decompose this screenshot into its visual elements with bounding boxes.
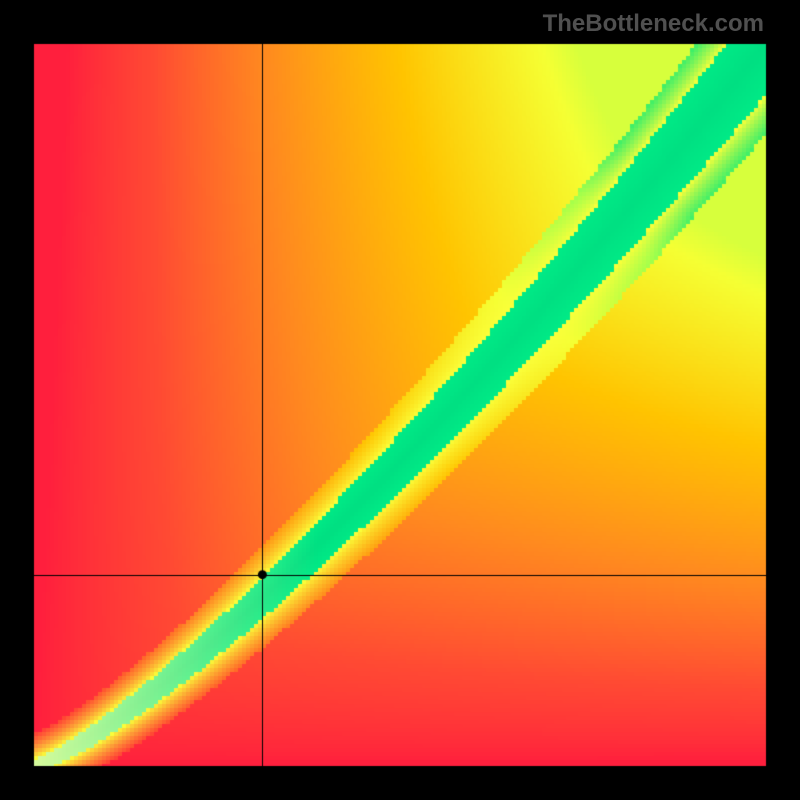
watermark-text: TheBottleneck.com [543, 10, 764, 38]
chart-container: TheBottleneck.com [0, 0, 800, 800]
bottleneck-heatmap [0, 0, 800, 800]
